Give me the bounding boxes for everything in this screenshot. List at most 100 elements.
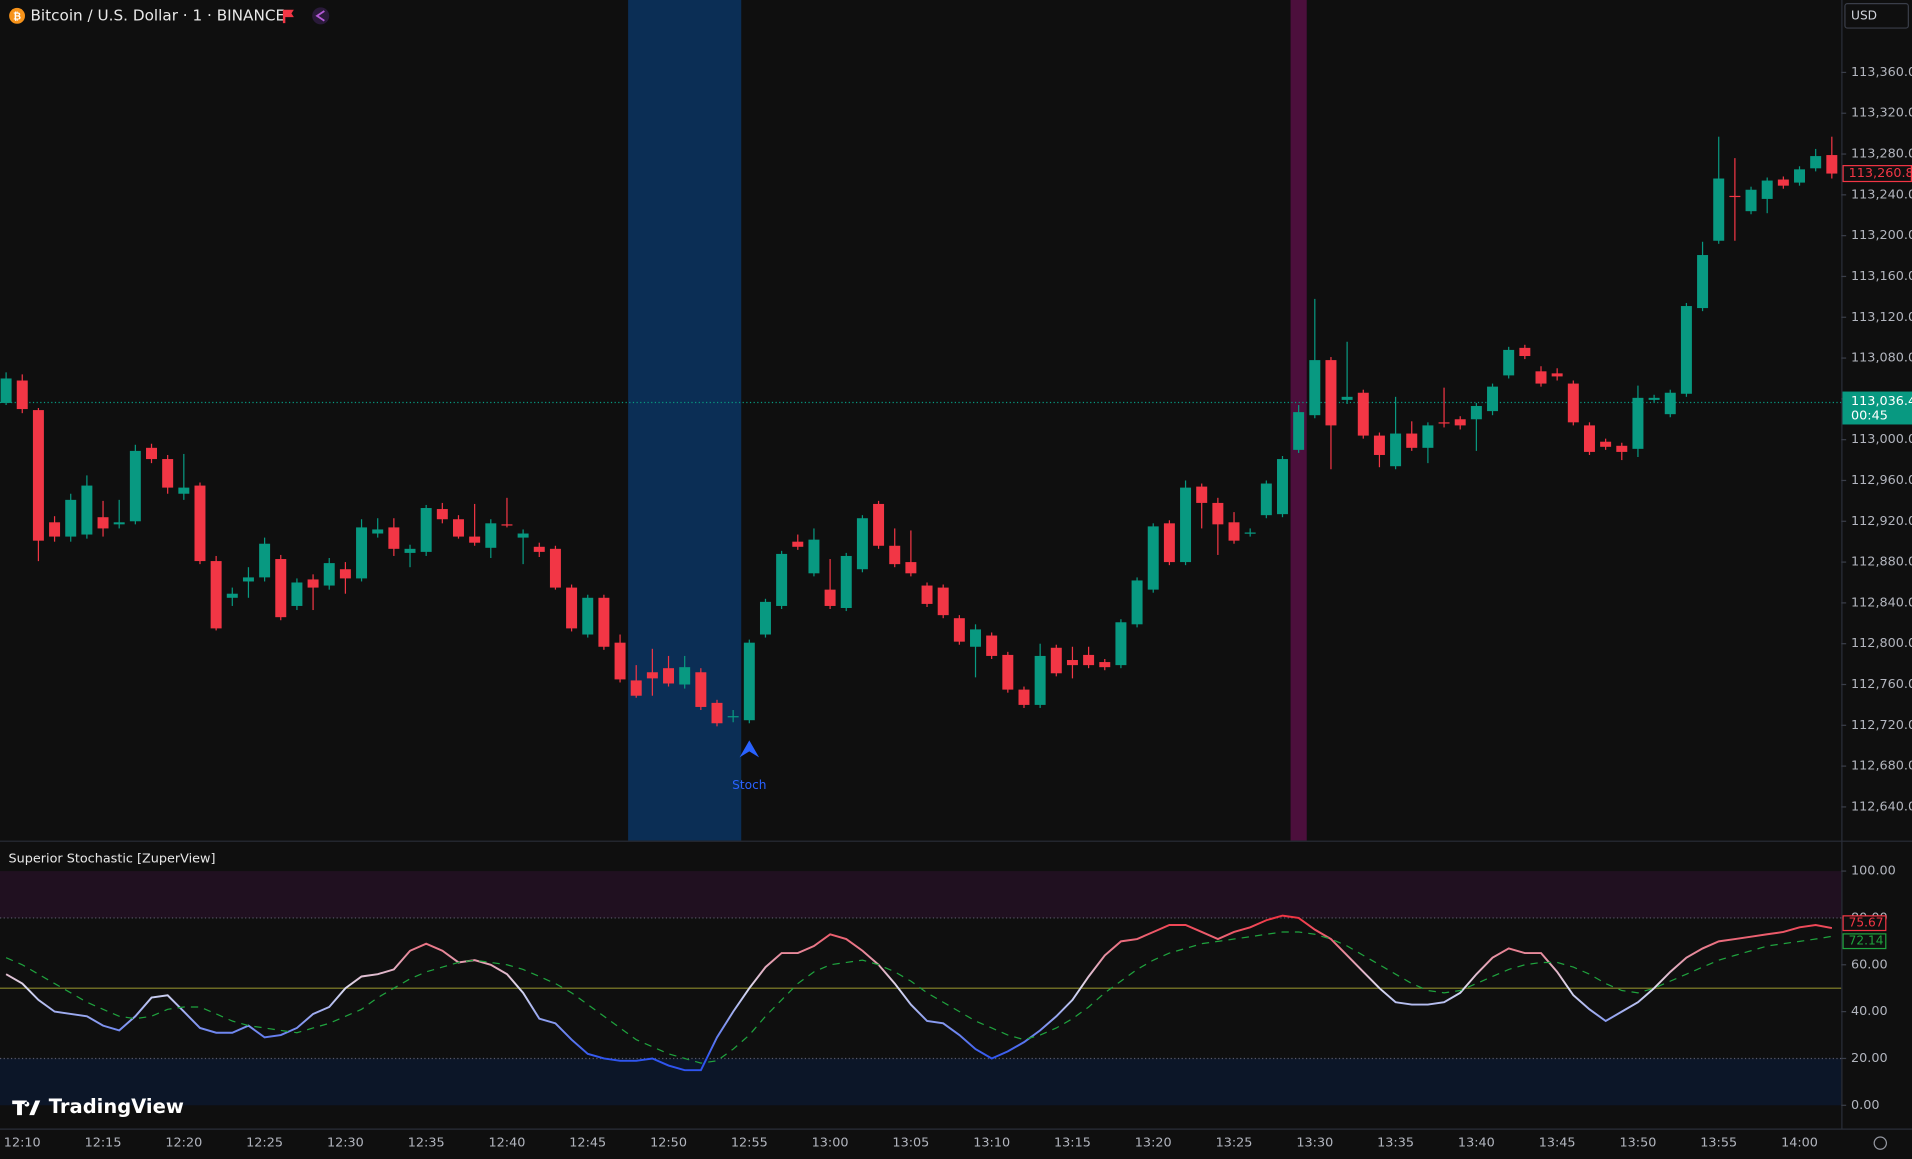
candle-body — [1099, 662, 1111, 668]
share-icon-glyph — [315, 10, 325, 22]
candle-body — [1277, 459, 1288, 515]
countdown-label: 00:45 — [1851, 408, 1888, 423]
candle-body — [1373, 435, 1385, 455]
x-tick-label: 13:35 — [1377, 1136, 1414, 1151]
y-tick-label: 112,680.00 — [1851, 759, 1912, 774]
candle-body — [1535, 371, 1547, 384]
x-tick-label: 12:15 — [85, 1136, 122, 1151]
price-line-label: 113,036.41 — [1851, 394, 1912, 409]
y-tick-label: 113,320.00 — [1851, 106, 1912, 121]
y-tick-label: 60.00 — [1851, 957, 1888, 972]
candle-body — [905, 562, 917, 574]
y-tick-label: 112,760.00 — [1851, 677, 1912, 692]
candle-body — [436, 509, 448, 520]
y-tick-label: 113,080.00 — [1851, 351, 1912, 366]
candle-body — [1583, 425, 1595, 452]
candle-body — [1745, 189, 1757, 212]
candle-body — [1713, 178, 1725, 241]
y-tick-label: 113,120.00 — [1851, 310, 1912, 325]
x-tick-label: 12:45 — [569, 1136, 606, 1151]
marks-layer — [0, 136, 1838, 1072]
candle-body — [146, 447, 157, 460]
last-value-tag — [1842, 933, 1887, 950]
candle-body — [291, 582, 303, 606]
x-tick-label: 13:15 — [1054, 1136, 1091, 1151]
y-tick-label: 112,800.00 — [1851, 636, 1912, 651]
settings-icon[interactable] — [1873, 1136, 1888, 1150]
last-price-label: 113,260.86 — [1849, 166, 1912, 181]
last-value-label: 72.14 — [1849, 934, 1884, 948]
bitcoin-icon — [9, 7, 25, 24]
candle-body — [1212, 502, 1224, 525]
candle-body — [937, 587, 949, 616]
candle-body — [113, 522, 125, 525]
y-tick-label: 112,960.00 — [1851, 473, 1912, 488]
candle-body — [743, 642, 755, 721]
candle-body — [1260, 483, 1272, 516]
candle-body — [356, 527, 368, 579]
share-icon[interactable] — [312, 7, 330, 25]
candle-body — [953, 618, 965, 642]
y-tick-label: 112,920.00 — [1851, 514, 1912, 529]
candle-body — [566, 587, 578, 629]
flag-icon[interactable] — [282, 9, 294, 24]
candle-body — [1600, 441, 1612, 447]
candle-body — [646, 672, 658, 679]
candle-body — [1616, 445, 1628, 452]
candle-body — [97, 517, 109, 529]
tradingview-logo-icon — [12, 1100, 41, 1116]
signal-label: Stoch — [732, 778, 766, 792]
x-tick-label: 14:00 — [1781, 1136, 1818, 1151]
y-tick-label: 112,840.00 — [1851, 595, 1912, 610]
x-tick-label: 12:35 — [408, 1136, 445, 1151]
candle-body — [1551, 373, 1563, 377]
price-line-tag — [1842, 391, 1912, 425]
candle-body — [808, 539, 820, 574]
candle-body — [32, 410, 44, 541]
candle-body — [372, 529, 384, 534]
y-tick-label: 0.00 — [1851, 1098, 1879, 1113]
candle-body — [1777, 179, 1789, 186]
x-tick-label: 12:20 — [165, 1136, 202, 1151]
x-tick-label: 13:40 — [1458, 1136, 1495, 1151]
last-value-label: 75.67 — [1849, 916, 1884, 930]
candle-body — [1244, 532, 1256, 534]
candle-body — [1406, 433, 1418, 448]
candle-body — [970, 629, 981, 647]
currency-button[interactable] — [1844, 3, 1909, 29]
candle-body — [630, 680, 642, 696]
x-tick-label: 13:25 — [1216, 1136, 1253, 1151]
x-tick-label: 12:25 — [246, 1136, 283, 1151]
candle-body — [1309, 360, 1321, 416]
candle-body — [1018, 689, 1030, 705]
candle-body — [695, 672, 707, 707]
level-zone — [0, 1058, 1842, 1106]
candle-body — [1729, 195, 1741, 198]
candle-body — [226, 593, 238, 598]
candle-body — [178, 487, 190, 494]
candle-body — [533, 546, 545, 552]
candle-body — [1632, 397, 1644, 449]
candle-body — [259, 543, 271, 578]
candle-body — [1163, 523, 1175, 563]
candle-body — [824, 589, 836, 606]
x-tick-label: 13:20 — [1135, 1136, 1172, 1151]
x-tick-label: 12:55 — [731, 1136, 768, 1151]
candle-body — [1697, 255, 1709, 309]
x-tick-label: 13:10 — [973, 1136, 1010, 1151]
symbol-title: Bitcoin / U.S. Dollar · 1 · BINANCE — [30, 6, 285, 24]
candle-body — [792, 541, 804, 547]
last-price-tag — [1842, 165, 1912, 183]
candle-body — [1438, 422, 1450, 424]
candle-body — [517, 533, 529, 538]
y-tick-label: 113,000.00 — [1851, 432, 1912, 447]
candle-body — [129, 450, 141, 522]
indicator-title: Superior Stochastic [ZuperView] — [9, 851, 216, 866]
candle-body — [307, 579, 319, 588]
candle-body — [469, 536, 481, 543]
candle-body — [210, 561, 222, 629]
candle-body — [1680, 306, 1692, 394]
